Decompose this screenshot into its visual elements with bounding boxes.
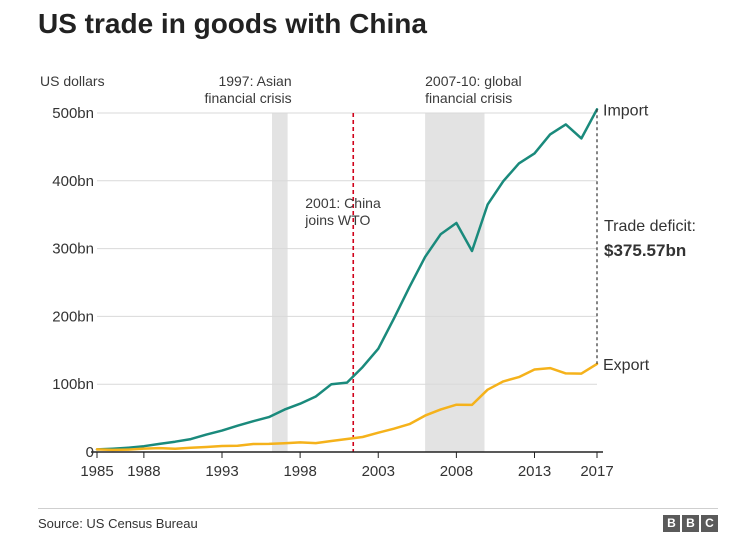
trade-deficit-value: $375.57bn — [604, 241, 686, 260]
crisis-bands — [272, 113, 485, 452]
x-tick-label: 1998 — [283, 463, 316, 480]
crisis-band-label: financial crisis — [204, 90, 291, 106]
x-tick-label: 2008 — [440, 463, 473, 480]
page-title: US trade in goods with China — [38, 8, 427, 39]
trade-deficit-label: Trade deficit: — [604, 218, 696, 235]
x-tick-label: 1988 — [127, 463, 160, 480]
source-note: Source: US Census Bureau — [38, 516, 198, 531]
gridlines — [97, 112, 597, 385]
y-tick-label: 300bn — [52, 241, 94, 258]
bbc-logo: B B C — [663, 515, 718, 532]
y-tick-label: 400bn — [52, 173, 94, 190]
crisis-band-2 — [425, 113, 485, 452]
series-line-export — [95, 362, 599, 452]
bbc-logo-letter: B — [682, 515, 699, 532]
series-label-export: Export — [603, 357, 650, 374]
series-label-import: Import — [603, 102, 649, 119]
x-tick-label: 1985 — [80, 463, 113, 480]
crisis-band-label: 2007-10: global — [425, 73, 522, 89]
x-tick-label: 2003 — [362, 463, 395, 480]
series-lines — [95, 108, 599, 452]
y-tick-label: 100bn — [52, 376, 94, 393]
footer-divider — [38, 508, 718, 509]
y-tick-label: 0 — [86, 444, 94, 461]
crisis-band-1 — [272, 113, 288, 452]
y-tick-label: 500bn — [52, 105, 94, 122]
y-axis-title: US dollars — [40, 73, 105, 89]
series-line-import — [95, 108, 599, 451]
crisis-band-label: financial crisis — [425, 90, 512, 106]
y-tick-label: 200bn — [52, 308, 94, 325]
x-tick-label: 2017 — [580, 463, 613, 480]
wto-marker-label: 2001: China — [305, 195, 381, 211]
bbc-logo-letter: B — [663, 515, 680, 532]
crisis-band-label: 1997: Asian — [218, 73, 291, 89]
x-tick-label: 1993 — [205, 463, 238, 480]
bbc-logo-letter: C — [701, 515, 718, 532]
axes — [91, 451, 603, 458]
wto-marker-label: joins WTO — [304, 212, 370, 228]
x-tick-label: 2013 — [518, 463, 551, 480]
